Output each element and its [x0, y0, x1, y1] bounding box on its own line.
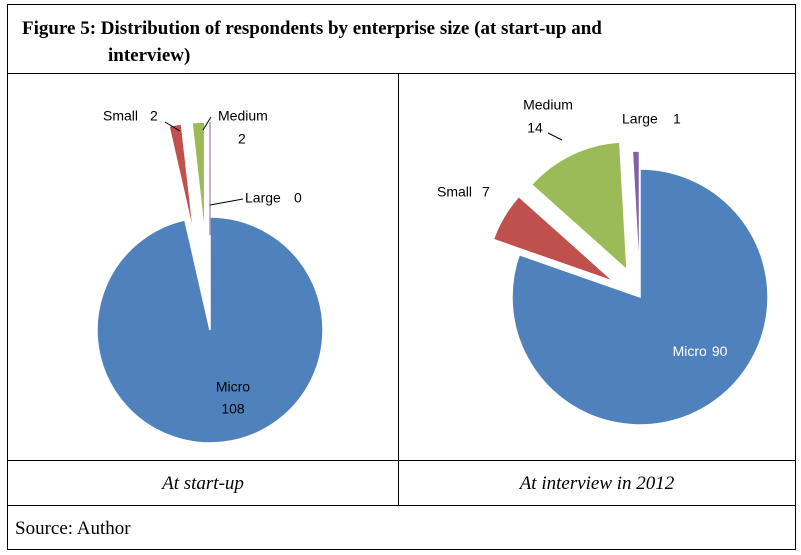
label-name: Small — [437, 184, 472, 200]
label-name: Small — [103, 108, 138, 124]
label-value: 0 — [294, 190, 302, 206]
caption: At start-up — [160, 473, 244, 494]
label-name: Medium — [218, 108, 268, 124]
label-value: 90 — [712, 343, 728, 359]
label-value: 2 — [238, 131, 246, 147]
caption: At interview in 2012 — [518, 473, 675, 494]
label-value: 7 — [482, 184, 490, 200]
label-name: Micro — [673, 343, 707, 359]
pie-slice — [96, 216, 324, 444]
label-name: Micro — [216, 379, 250, 395]
frame — [7, 4, 796, 550]
leader-line — [164, 121, 181, 132]
pie-slice — [631, 150, 641, 280]
pie-slice — [530, 141, 628, 272]
pie-slice — [168, 123, 195, 237]
data-label: Micro 90 — [673, 343, 728, 359]
source: Source: Author — [15, 518, 131, 539]
leader-line — [209, 198, 244, 206]
label-name: Large — [245, 190, 281, 206]
leader-line — [547, 132, 563, 141]
label-value: 14 — [527, 120, 543, 136]
label-value: 2 — [150, 108, 158, 124]
label-name: Large — [622, 111, 658, 127]
figure-title: Figure 5: Distribution of respondents by… — [22, 18, 602, 39]
leader-line — [202, 116, 212, 131]
pie-slice — [492, 195, 615, 283]
figure-title: interview) — [108, 45, 190, 66]
label-value: 1 — [673, 111, 681, 127]
pie-slice — [511, 168, 769, 426]
label-value: 108 — [221, 401, 245, 417]
label-name: Medium — [523, 97, 573, 113]
pie-slice — [191, 121, 206, 236]
